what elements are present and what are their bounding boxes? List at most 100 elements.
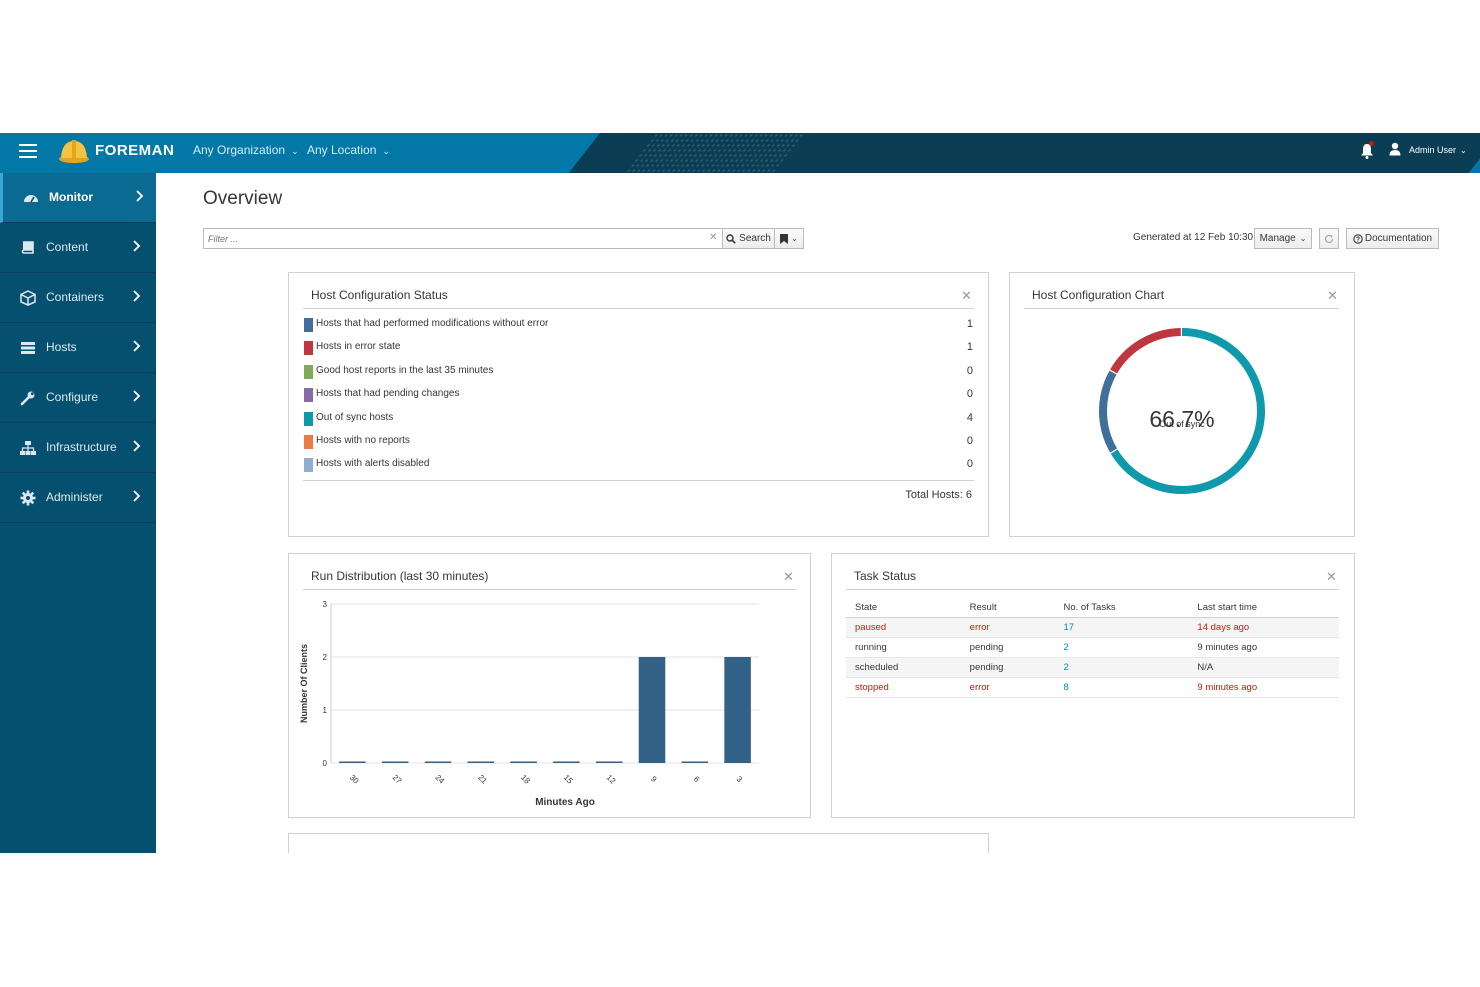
sidebar-item-label: Hosts: [46, 340, 77, 354]
close-widget-icon[interactable]: ✕: [1327, 288, 1338, 303]
x-tick-label: 24: [433, 773, 446, 786]
status-label[interactable]: Hosts that had pending changes: [316, 388, 460, 400]
x-axis-label: Minutes Ago: [535, 797, 595, 808]
legend-swatch: [304, 364, 313, 379]
chevron-right-icon: [133, 340, 141, 352]
book-icon: [21, 241, 34, 254]
widget-title: Task Status: [854, 569, 917, 583]
bar[interactable]: [724, 657, 751, 763]
foreman-helmet-icon: [59, 140, 89, 163]
chevron-right-icon: [133, 390, 141, 402]
status-row: Hosts in error state 1: [303, 338, 975, 358]
status-count: 0: [966, 364, 973, 377]
task-count-link[interactable]: 17: [1054, 617, 1189, 638]
chevron-right-icon: [133, 440, 141, 452]
search-icon: [726, 233, 736, 244]
donut-center-value: 66.7%: [1149, 406, 1215, 432]
task-state: stopped: [846, 677, 961, 698]
notification-badge: [1369, 141, 1374, 146]
sidebar-item-configure[interactable]: Configure: [0, 373, 156, 423]
sidebar-item-infrastructure[interactable]: Infrastructure: [0, 423, 156, 473]
cube-icon: [20, 290, 36, 306]
clear-filter-icon[interactable]: ✕: [709, 232, 718, 243]
organization-label: Any Organization: [193, 143, 286, 157]
y-tick-label: 3: [323, 600, 328, 609]
status-count: 0: [966, 388, 973, 401]
chevron-down-icon: ⌄: [382, 146, 390, 156]
column-header-last-start: Last start time: [1188, 597, 1339, 618]
sidebar-item-monitor[interactable]: Monitor: [0, 173, 156, 223]
legend-swatch: [304, 411, 313, 426]
organization-dropdown[interactable]: Any Organization ⌄: [193, 143, 299, 157]
notification-bell-icon[interactable]: [1360, 143, 1374, 159]
status-label[interactable]: Hosts with alerts disabled: [316, 458, 430, 470]
bar[interactable]: [681, 761, 709, 764]
location-label: Any Location: [307, 143, 377, 157]
status-label[interactable]: Hosts that had performed modifications w…: [316, 318, 549, 329]
task-result: error: [960, 677, 1055, 698]
status-label[interactable]: Hosts with no reports: [316, 435, 410, 446]
sidebar-item-label: Monitor: [49, 190, 93, 204]
manage-button[interactable]: Manage ⌄: [1254, 228, 1312, 249]
bar[interactable]: [339, 761, 366, 764]
bookmarks-button[interactable]: ⌄: [774, 228, 804, 249]
sidebar-item-administer[interactable]: Administer: [0, 473, 156, 523]
sidebar-item-containers[interactable]: Containers: [0, 273, 156, 323]
task-count-link[interactable]: 2: [1054, 637, 1189, 658]
bar[interactable]: [638, 657, 666, 763]
search-button[interactable]: Search: [722, 228, 775, 249]
filter-input[interactable]: [208, 229, 703, 248]
column-header-state: State: [846, 597, 961, 618]
question-circle-icon: ?: [1353, 233, 1363, 244]
task-state: paused: [846, 617, 961, 638]
divider: [303, 480, 974, 481]
bar[interactable]: [553, 761, 580, 764]
x-tick-label: 18: [519, 773, 532, 786]
sidebar-item-content[interactable]: Content: [0, 223, 156, 273]
sidebar-item-label: Configure: [46, 390, 99, 404]
bar[interactable]: [381, 761, 409, 764]
task-last-start: 9 minutes ago: [1188, 637, 1339, 658]
column-header-tasks: No. of Tasks: [1054, 597, 1189, 618]
top-navbar: FOREMAN Any Organization ⌄ Any Location ⌄ …: [0, 133, 1480, 173]
divider: [303, 589, 796, 590]
chevron-down-icon: ⌄: [1460, 146, 1467, 155]
generated-timestamp: Generated at 12 Feb 10:30: [1133, 232, 1254, 243]
bar[interactable]: [595, 761, 623, 764]
status-count: 4: [966, 411, 973, 424]
task-last-start: 9 minutes ago: [1188, 677, 1339, 698]
user-menu[interactable]: Admin User ⌄: [1409, 145, 1467, 155]
table-row: running pending 2 9 minutes ago: [846, 637, 1339, 658]
task-count-link[interactable]: 2: [1054, 657, 1189, 678]
refresh-button[interactable]: [1319, 228, 1339, 249]
bar[interactable]: [467, 761, 495, 764]
user-icon: [1389, 142, 1401, 156]
status-label[interactable]: Out of sync hosts: [316, 411, 394, 423]
status-count: 0: [966, 458, 973, 471]
sidebar-item-hosts[interactable]: Hosts: [0, 323, 156, 373]
brand-name[interactable]: FOREMAN: [95, 142, 175, 159]
task-count-link[interactable]: 8: [1054, 677, 1189, 698]
close-widget-icon[interactable]: ✕: [783, 569, 794, 584]
status-row: Hosts that had pending changes 0: [303, 385, 975, 405]
close-widget-icon[interactable]: ✕: [1326, 569, 1337, 584]
host-configuration-status-widget: Host Configuration Status ✕ Hosts that h…: [288, 272, 989, 537]
sidebar-item-label: Containers: [46, 290, 105, 304]
location-dropdown[interactable]: Any Location ⌄: [307, 143, 390, 157]
status-label[interactable]: Good host reports in the last 35 minutes: [316, 364, 494, 376]
task-status-widget: Task Status ✕ State Result No. of Tasks …: [831, 553, 1355, 818]
status-row: Hosts that had performed modifications w…: [303, 315, 975, 335]
bar[interactable]: [510, 761, 537, 764]
task-state: running: [846, 637, 961, 658]
donut-segment[interactable]: [1110, 328, 1265, 494]
close-widget-icon[interactable]: ✕: [961, 288, 972, 303]
host-configuration-chart-widget: Host Configuration Chart ✕ 66.7% Out of …: [1009, 272, 1355, 537]
status-label[interactable]: Hosts in error state: [316, 341, 401, 353]
donut-segment[interactable]: [1099, 370, 1118, 453]
donut-segment[interactable]: [1110, 328, 1181, 374]
chevron-right-icon: [136, 190, 144, 202]
hamburger-menu-icon[interactable]: [19, 144, 37, 158]
documentation-button[interactable]: ? Documentation: [1346, 228, 1439, 249]
bar[interactable]: [424, 761, 452, 764]
